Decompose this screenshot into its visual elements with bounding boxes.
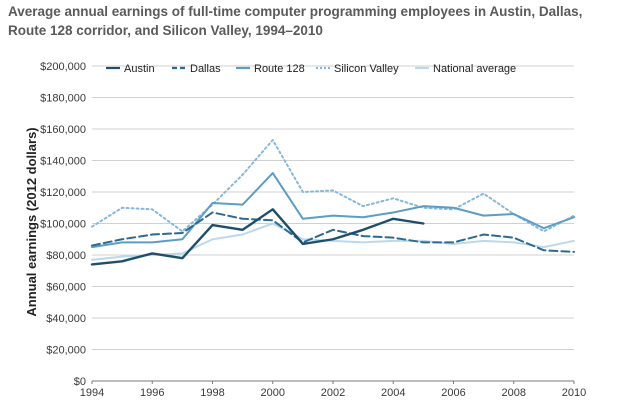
x-tick-label: 2002 <box>321 387 345 399</box>
x-tick-labels: 1994 1996 1998 2000 2002 2004 2006 2008 2010 <box>80 387 586 399</box>
series-line-dallas <box>91 211 575 253</box>
series-line-austin <box>90 208 425 266</box>
x-tick-label: 1998 <box>200 387 224 399</box>
y-tick-label: $120,000 <box>40 187 86 199</box>
x-tick-label: 2004 <box>381 387 405 399</box>
grid-lines <box>91 65 575 384</box>
y-tick-label: $140,000 <box>40 156 86 168</box>
x-tick-label: 2010 <box>562 387 586 399</box>
series-line-silicon-valley <box>91 139 575 233</box>
y-tick-label: $100,000 <box>40 219 86 231</box>
legend-label-national-average: National average <box>433 63 516 75</box>
x-tick-label: 2008 <box>502 387 526 399</box>
legend-label-dallas: Dallas <box>190 63 221 75</box>
x-tick-label: 1994 <box>80 387 104 399</box>
y-tick-label: $0 <box>74 376 86 388</box>
series-line-route-128 <box>91 172 575 249</box>
y-tick-label: $180,000 <box>40 93 86 105</box>
y-axis-title: Annual earnings (2012 dollars) <box>24 127 39 316</box>
y-tick-label: $60,000 <box>46 282 86 294</box>
series-lines <box>90 139 575 266</box>
legend-label-austin: Austin <box>124 63 155 75</box>
legend: Austin Dallas Route 128 Silicon Valley Natio… <box>106 63 516 75</box>
y-tick-label: $40,000 <box>46 313 86 325</box>
y-tick-label: $80,000 <box>46 250 86 262</box>
y-tick-labels: $0 $20,000 $40,000 $60,000 $80,000 $100,000 $1… <box>40 61 86 388</box>
chart-title: Average annual earnings of full-time com… <box>8 4 583 38</box>
series-line-national-average <box>91 222 575 261</box>
x-tick-label: 1996 <box>140 387 164 399</box>
y-tick-label: $200,000 <box>40 61 86 73</box>
legend-label-silicon-valley: Silicon Valley <box>334 63 399 75</box>
legend-label-route-128: Route 128 <box>254 63 305 75</box>
x-tick-label: 2006 <box>441 387 465 399</box>
x-tick-label: 2000 <box>261 387 285 399</box>
y-tick-label: $160,000 <box>40 124 86 136</box>
y-tick-label: $20,000 <box>46 345 86 357</box>
